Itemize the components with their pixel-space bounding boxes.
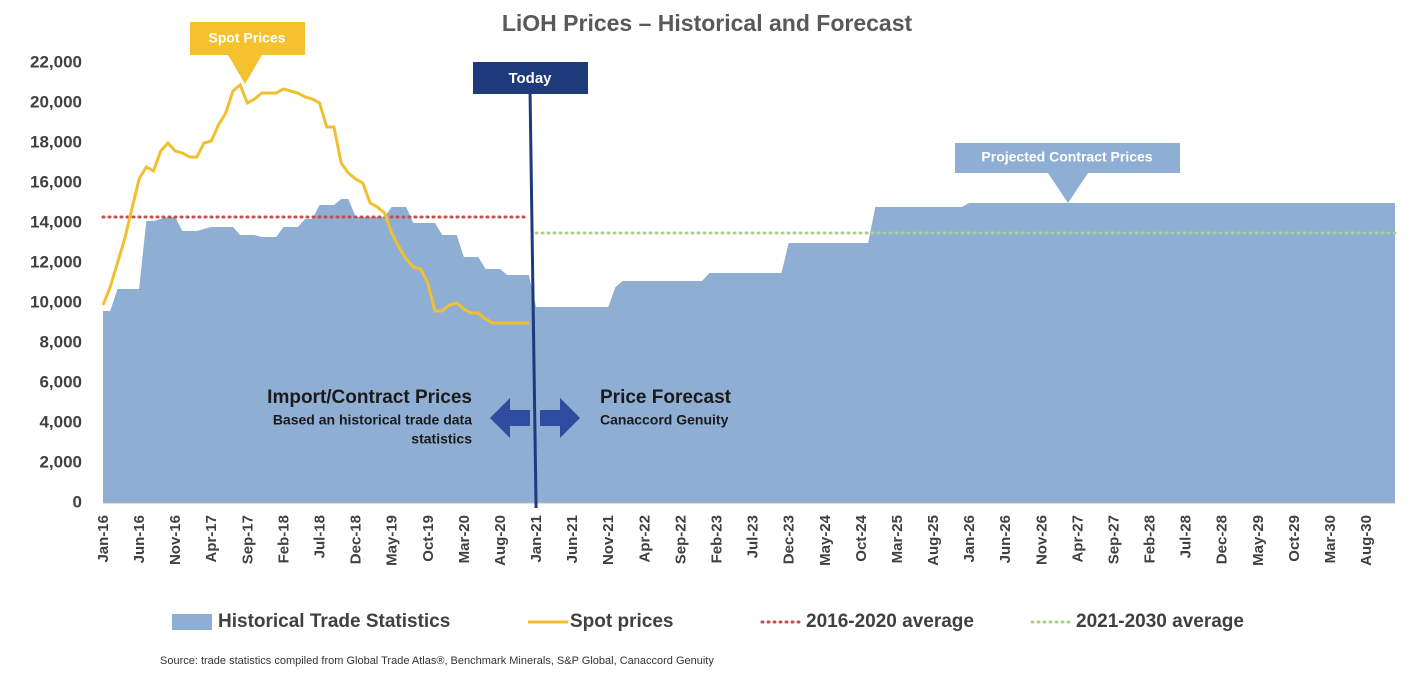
- x-tick-label: Aug-30: [1358, 515, 1375, 566]
- x-tick-label: Nov-16: [167, 515, 184, 565]
- y-tick-label: 2,000: [39, 452, 82, 471]
- y-tick-label: 12,000: [30, 252, 82, 271]
- x-tick-label: Oct-29: [1286, 515, 1303, 562]
- projected-callout-text: Projected Contract Prices: [981, 149, 1152, 165]
- y-tick-label: 4,000: [39, 412, 82, 431]
- y-tick-label: 0: [73, 492, 82, 511]
- x-tick-label: Sep-17: [239, 515, 256, 564]
- overlays: Spot Prices Projected Contract Prices Im…: [190, 22, 1180, 447]
- x-tick-label: Jun-21: [564, 515, 581, 563]
- spot-callout-text: Spot Prices: [208, 30, 285, 46]
- x-tick-label: Oct-24: [853, 514, 870, 561]
- projected-callout: [955, 143, 1180, 203]
- x-tick-label: Nov-26: [1033, 515, 1050, 565]
- x-tick-label: Apr-17: [203, 515, 220, 563]
- legend-swatch: [172, 614, 212, 630]
- line: [101, 82, 529, 325]
- today-line: [528, 93, 538, 509]
- x-tick-label: Dec-18: [348, 515, 365, 564]
- x-tick-label: Feb-28: [1142, 515, 1159, 563]
- x-tick-label: Mar-30: [1322, 515, 1339, 563]
- x-tick-label: Apr-27: [1069, 515, 1086, 563]
- forecast-title: Price Forecast: [600, 387, 732, 408]
- import-sub: statistics: [411, 431, 472, 447]
- x-tick-label: Jan-26: [961, 515, 978, 563]
- x-tick-label: Aug-20: [492, 515, 509, 566]
- x-tick-label: Sep-27: [1105, 515, 1122, 564]
- x-tick-label: Dec-28: [1214, 515, 1231, 564]
- y-tick-label: 22,000: [30, 52, 82, 71]
- today-label: Today: [508, 70, 552, 87]
- plot: 0 2,000 4,000 6,000 8,000 10,000 12,000 14,000 1…: [30, 52, 1397, 566]
- today-box: [473, 62, 588, 94]
- x-tick-label: Jul-28: [1178, 515, 1195, 558]
- x-tick-label: Jul-23: [745, 515, 762, 558]
- y-tick-label: 16,000: [30, 172, 82, 191]
- y-tick-label: 8,000: [39, 332, 82, 351]
- forecast-sub: Canaccord Genuity: [600, 412, 729, 428]
- spot-callout: [190, 22, 305, 84]
- x-tick-label: May-19: [384, 515, 401, 566]
- y-tick-label: 14,000: [30, 212, 82, 231]
- y-tick-label: 10,000: [30, 292, 82, 311]
- arrow-left: [490, 398, 530, 438]
- area: [103, 199, 1395, 503]
- x-tick-label: Feb-18: [275, 515, 292, 563]
- x-tick-label: Feb-23: [708, 515, 725, 563]
- x-tick-label: May-29: [1250, 515, 1267, 566]
- import-title: Import/Contract Prices: [267, 387, 472, 408]
- x-tick-label: Oct-19: [420, 515, 437, 562]
- arrow-right: [540, 398, 580, 438]
- x-tick-label: Jul-18: [312, 515, 329, 558]
- x-tick-label: Jan-21: [528, 515, 545, 563]
- import-sub: Based an historical trade data: [273, 412, 472, 428]
- x-tick-label: Nov-21: [600, 515, 617, 565]
- legend-label: Spot prices: [570, 611, 673, 632]
- x-tick-label: Mar-25: [889, 515, 906, 563]
- x-tick-label: Mar-20: [456, 515, 473, 563]
- x-tick-label: Jun-26: [997, 515, 1014, 563]
- legend-label: 2016-2020 average: [806, 611, 974, 632]
- chart-title: LiOH Prices – Historical and Forecast: [502, 10, 913, 36]
- source-note: Source: trade statistics compiled from G…: [160, 655, 714, 667]
- x-tick-label: Apr-22: [636, 515, 653, 563]
- x-tick-label: Jun-16: [131, 515, 148, 563]
- y-tick-label: 6,000: [39, 372, 82, 391]
- x-tick-label: Sep-22: [672, 515, 689, 564]
- x-tick-label: Jan-16: [95, 515, 112, 563]
- legend-label: 2021-2030 average: [1076, 611, 1244, 632]
- x-tick-label: Aug-25: [925, 515, 942, 566]
- y-tick-label: 18,000: [30, 132, 82, 151]
- y-tick-label: 20,000: [30, 92, 82, 111]
- x-tick-label: May-24: [817, 514, 834, 566]
- x-tick-label: Dec-23: [781, 515, 798, 564]
- legend-label: Historical Trade Statistics: [218, 611, 450, 632]
